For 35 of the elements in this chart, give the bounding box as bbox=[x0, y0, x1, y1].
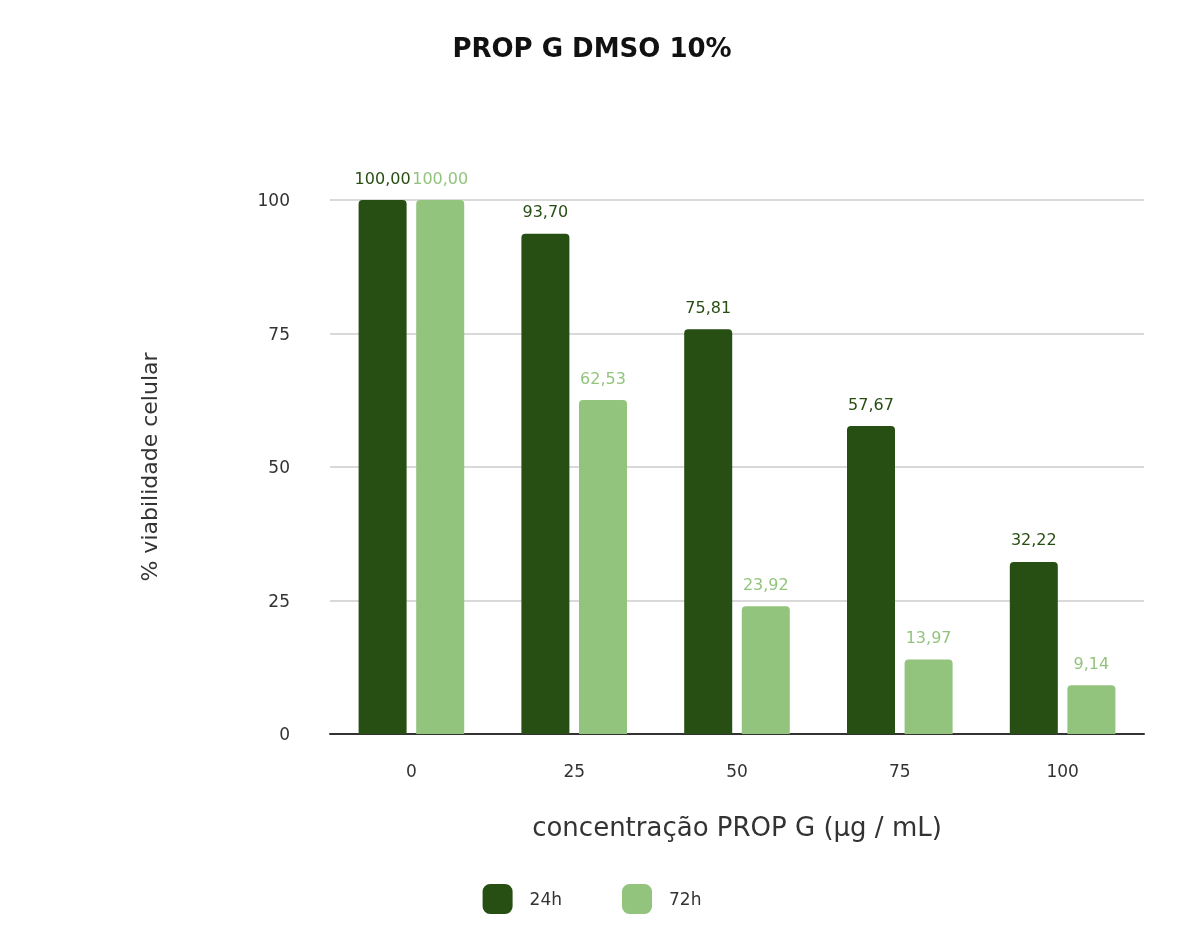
y-tick-label: 100 bbox=[257, 190, 290, 210]
x-tick-label: 75 bbox=[888, 760, 911, 781]
y-tick-label: 75 bbox=[268, 323, 290, 344]
bar bbox=[579, 400, 627, 734]
data-label: 57,67 bbox=[848, 394, 894, 414]
data-label: 23,92 bbox=[742, 574, 789, 594]
data-label: 93,70 bbox=[522, 202, 569, 222]
data-label: 62,53 bbox=[580, 368, 626, 388]
bar bbox=[1009, 561, 1058, 734]
legend-label: 72h bbox=[669, 889, 702, 909]
bar bbox=[358, 200, 407, 734]
y-tick-label: 50 bbox=[268, 457, 290, 477]
data-label: 9,14 bbox=[1073, 653, 1110, 673]
x-tick-label: 50 bbox=[726, 760, 748, 781]
data-label: 100,00 bbox=[354, 168, 411, 188]
data-label: 32,22 bbox=[1010, 530, 1057, 550]
legend-label: 24h bbox=[529, 889, 562, 909]
bar bbox=[904, 659, 953, 734]
data-label: 13,97 bbox=[905, 627, 952, 647]
chart-title: PROP G DMSO 10% bbox=[452, 33, 732, 63]
bar bbox=[741, 606, 790, 734]
bar bbox=[521, 233, 570, 734]
data-label: 75,81 bbox=[685, 297, 732, 317]
x-axis-title: concentração PROP G (µg / mL) bbox=[532, 812, 942, 842]
x-tick-label: 100 bbox=[1046, 760, 1079, 781]
bar bbox=[847, 426, 895, 734]
bar bbox=[1067, 685, 1116, 734]
bar bbox=[416, 200, 465, 734]
y-axis-title: % viabilidade celular bbox=[136, 351, 162, 582]
x-tick-label: 25 bbox=[563, 760, 586, 781]
x-tick-label: 0 bbox=[405, 760, 417, 781]
y-tick-label: 25 bbox=[268, 590, 290, 611]
y-tick-label: 0 bbox=[279, 724, 290, 744]
bar bbox=[684, 329, 733, 734]
data-label: 100,00 bbox=[412, 168, 469, 188]
